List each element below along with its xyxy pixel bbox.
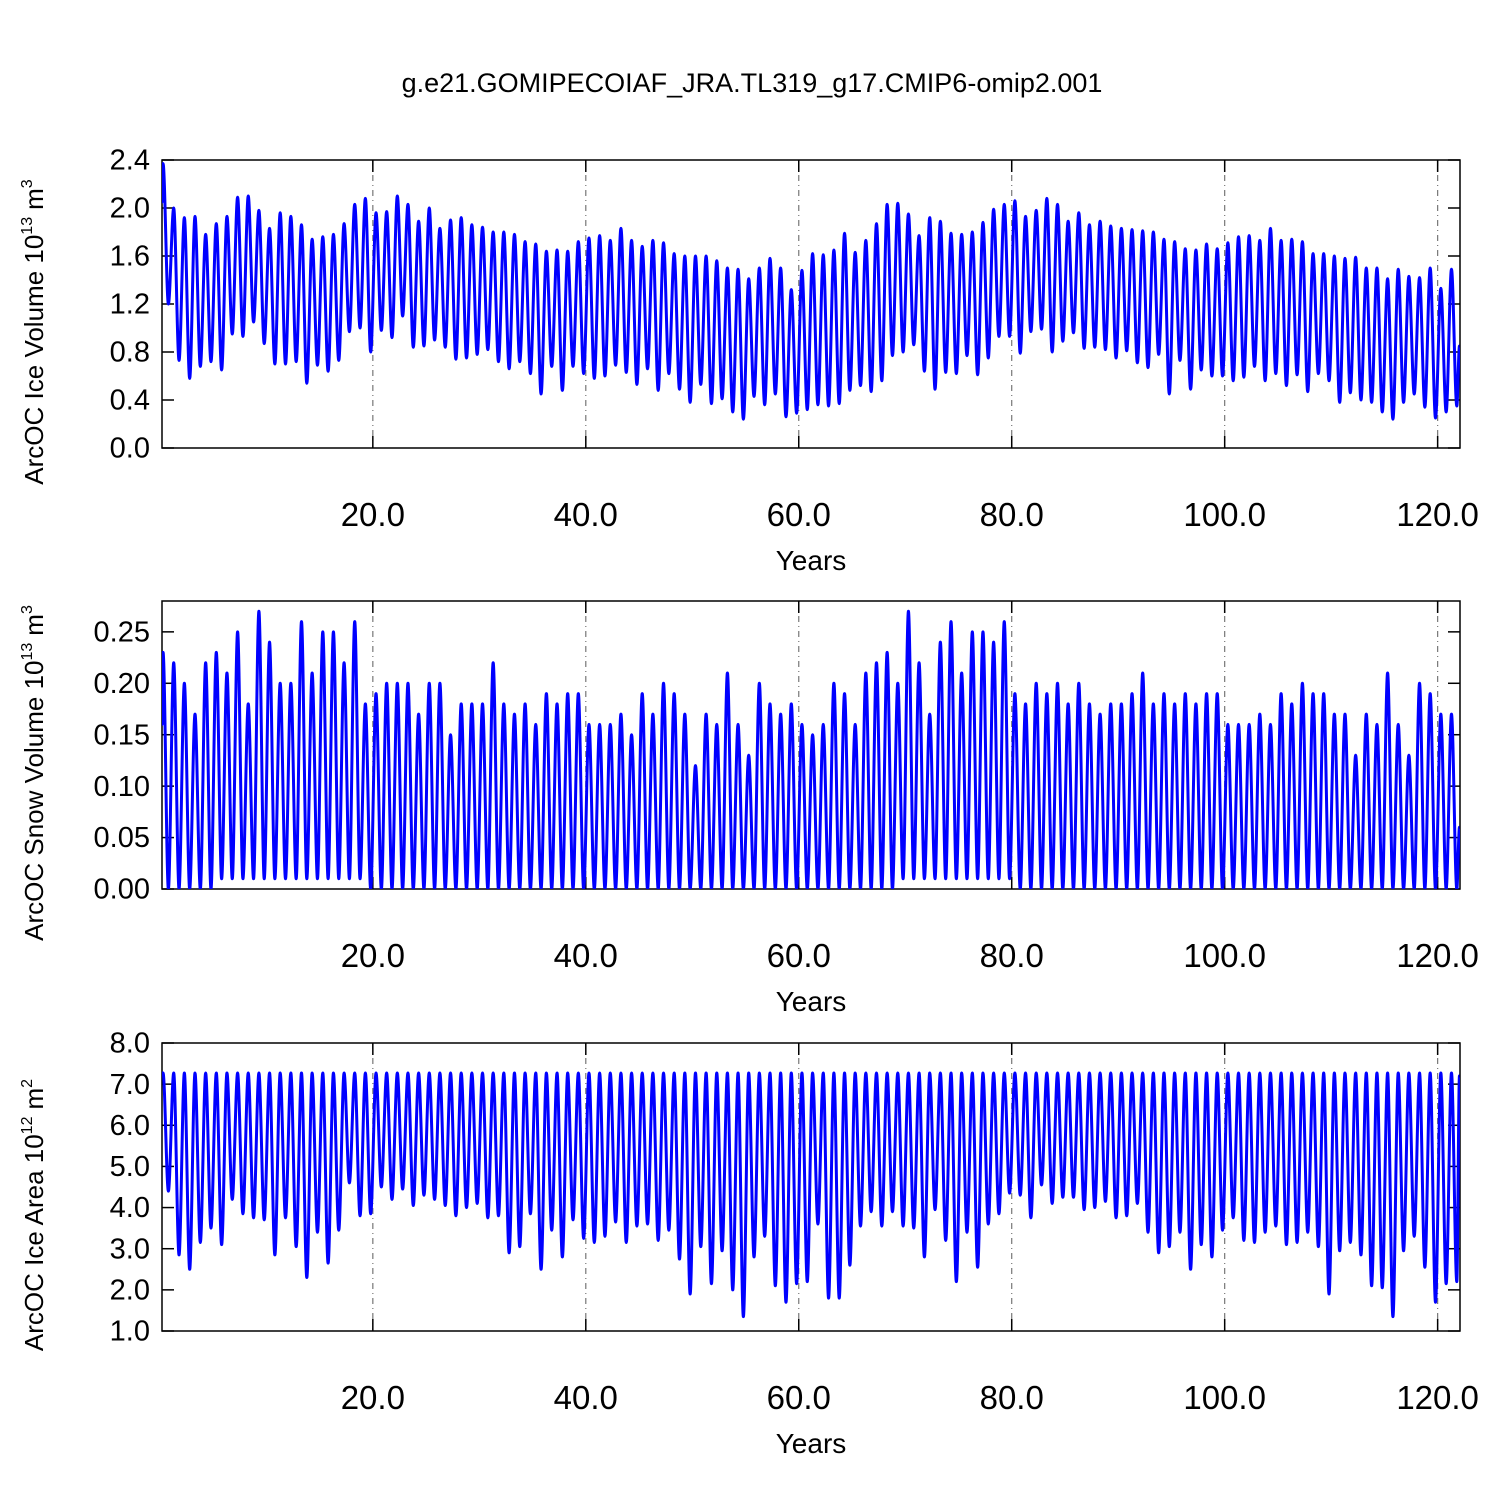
- plot-frame: [161, 1042, 1461, 1332]
- y-label-unit-exponent: 2: [19, 1079, 36, 1088]
- y-tick-label: 1.6: [110, 241, 150, 273]
- y-axis-label: ArcOC Snow Volume 1013 m3: [19, 605, 49, 941]
- panel: 20.0 40.0 60.0 80.0 100.0 120.0 0.0 0.4 0.8 1.2 1.…: [19, 145, 1479, 576]
- data-line: [162, 1071, 1460, 1319]
- y-tick-label: 0.15: [94, 719, 150, 751]
- x-tick-label: 80.0: [980, 1379, 1044, 1416]
- plot-frame: [161, 159, 1461, 449]
- x-tick-label: 60.0: [767, 1379, 831, 1416]
- x-tick-label: 100.0: [1183, 1379, 1266, 1416]
- x-tick-label: 60.0: [767, 496, 831, 533]
- x-tick-label: 40.0: [554, 1379, 618, 1416]
- y-label-exponent: 12: [19, 1116, 36, 1134]
- y-tick-label: 0.05: [94, 822, 150, 854]
- data-line: [162, 162, 1460, 421]
- plot-frame: [161, 600, 1461, 890]
- x-tick-label: 20.0: [341, 937, 405, 974]
- y-tick-label: 0.8: [110, 337, 150, 369]
- x-tick-label: 120.0: [1396, 937, 1479, 974]
- data-line: [162, 609, 1460, 889]
- y-axis-label: ArcOC Ice Area 1012 m2: [19, 1079, 49, 1351]
- y-tick-label: 8.0: [110, 1028, 150, 1060]
- y-tick-label: 0.4: [110, 385, 150, 417]
- y-label-unit-exponent: 3: [19, 179, 36, 188]
- y-tick-label: 0.00: [94, 874, 150, 906]
- x-tick-label: 120.0: [1396, 1379, 1479, 1416]
- y-axis-label: ArcOC Ice Volume 1013 m3: [19, 179, 49, 484]
- y-tick-label: 4.0: [110, 1192, 150, 1224]
- y-tick-label: 6.0: [110, 1110, 150, 1142]
- y-tick-label: 0.25: [94, 617, 150, 649]
- y-tick-label: 0.0: [110, 433, 150, 465]
- y-label-text: ArcOC Ice Area 10: [19, 1134, 49, 1351]
- x-tick-label: 100.0: [1183, 937, 1266, 974]
- x-tick-label: 40.0: [554, 496, 618, 533]
- x-tick-label: 40.0: [554, 937, 618, 974]
- y-tick-label: 5.0: [110, 1151, 150, 1183]
- y-tick-label: 2.0: [110, 193, 150, 225]
- x-tick-label: 120.0: [1396, 496, 1479, 533]
- x-tick-label: 60.0: [767, 937, 831, 974]
- x-tick-label: 80.0: [980, 937, 1044, 974]
- x-axis-label: Years: [776, 986, 847, 1017]
- y-tick-label: 2.4: [110, 145, 150, 177]
- y-label-text: ArcOC Snow Volume 10: [19, 661, 49, 941]
- y-label-unit: m: [19, 188, 49, 210]
- x-axis-label: Years: [776, 1428, 847, 1459]
- panel: 20.0 40.0 60.0 80.0 100.0 120.0 1.0 2.0 3.0 4.0 5.…: [19, 1028, 1479, 1459]
- x-tick-label: 20.0: [341, 1379, 405, 1416]
- figure-title: g.e21.GOMIPECOIAF_JRA.TL319_g17.CMIP6-om…: [402, 68, 1103, 98]
- y-tick-label: 7.0: [110, 1069, 150, 1101]
- y-label-exponent: 13: [19, 643, 36, 661]
- y-tick-label: 2.0: [110, 1275, 150, 1307]
- x-tick-label: 80.0: [980, 496, 1044, 533]
- y-label-unit-exponent: 3: [19, 605, 36, 614]
- y-tick-label: 3.0: [110, 1233, 150, 1265]
- y-label-exponent: 13: [19, 217, 36, 235]
- x-tick-label: 100.0: [1183, 496, 1266, 533]
- x-axis-label: Years: [776, 545, 847, 576]
- y-label-text: ArcOC Ice Volume 10: [19, 235, 49, 485]
- y-label-unit: m: [19, 1088, 49, 1110]
- x-tick-label: 20.0: [341, 496, 405, 533]
- y-tick-label: 0.20: [94, 668, 150, 700]
- y-tick-label: 1.2: [110, 289, 150, 321]
- y-label-unit: m: [19, 614, 49, 636]
- y-tick-label: 0.10: [94, 771, 150, 803]
- y-tick-label: 1.0: [110, 1316, 150, 1348]
- panel: 20.0 40.0 60.0 80.0 100.0 120.0 0.00 0.05 0.10 0.…: [19, 600, 1479, 1017]
